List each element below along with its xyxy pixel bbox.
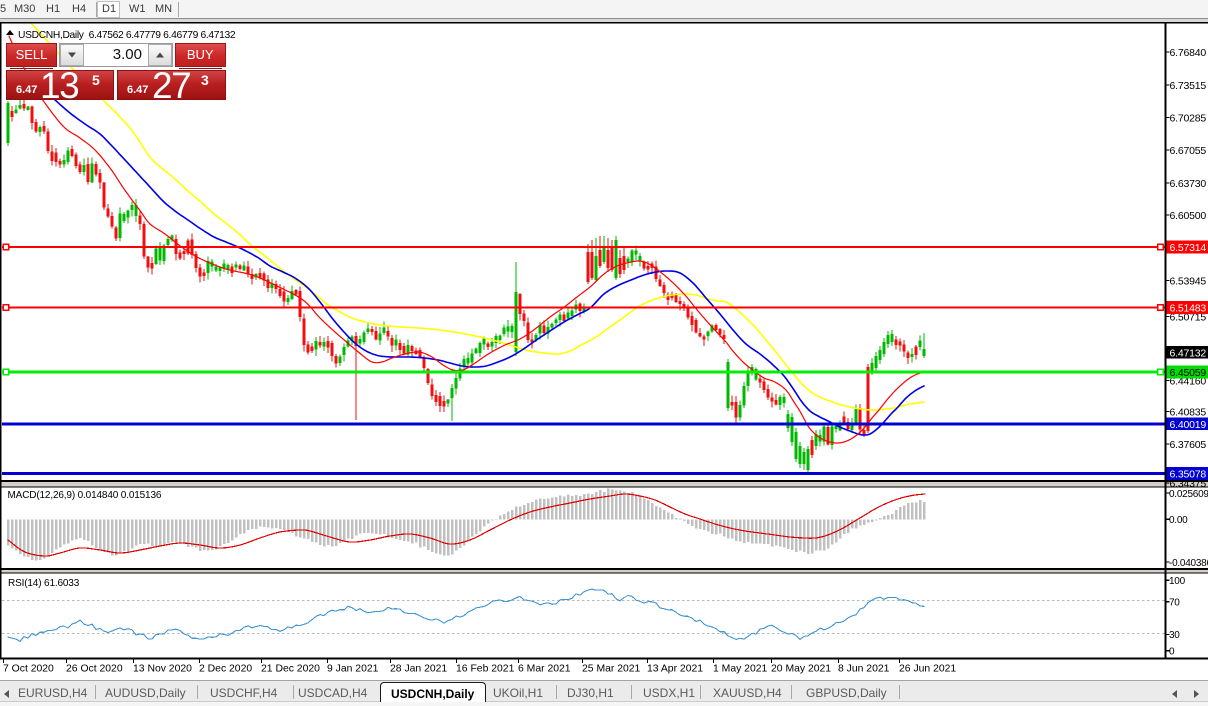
svg-text:0.00: 0.00 <box>1169 515 1188 526</box>
svg-text:6.73515: 6.73515 <box>1170 80 1207 92</box>
svg-text:6.70285: 6.70285 <box>1170 112 1207 124</box>
svg-text:6.76840: 6.76840 <box>1170 47 1207 59</box>
svg-text:13 Apr 2021: 13 Apr 2021 <box>647 664 703 675</box>
svg-text:6.34375: 6.34375 <box>1170 478 1207 490</box>
svg-text:30: 30 <box>1169 630 1180 641</box>
svg-text:20 May 2021: 20 May 2021 <box>771 664 831 675</box>
svg-text:6 Mar 2021: 6 Mar 2021 <box>518 664 571 675</box>
svg-text:9 Jan 2021: 9 Jan 2021 <box>327 664 379 675</box>
svg-text:26 Jun 2021: 26 Jun 2021 <box>899 664 956 675</box>
svg-text:6.57314: 6.57314 <box>1170 242 1207 254</box>
svg-text:6.63730: 6.63730 <box>1170 178 1207 190</box>
svg-text:6.51483: 6.51483 <box>1170 303 1207 315</box>
svg-text:RSI(14) 61.6033: RSI(14) 61.6033 <box>8 578 80 589</box>
svg-text:8 Jun 2021: 8 Jun 2021 <box>838 664 890 675</box>
svg-text:2 Dec 2020: 2 Dec 2020 <box>199 664 252 675</box>
svg-text:6.45059: 6.45059 <box>1170 367 1207 379</box>
svg-text:6.47132: 6.47132 <box>1170 347 1207 359</box>
svg-text:6.67055: 6.67055 <box>1170 145 1207 157</box>
svg-text:0: 0 <box>1169 647 1175 658</box>
svg-text:13 Nov 2020: 13 Nov 2020 <box>133 664 192 675</box>
svg-text:6.60500: 6.60500 <box>1170 210 1207 222</box>
svg-text:6.35078: 6.35078 <box>1170 468 1207 480</box>
svg-text:25 Mar 2021: 25 Mar 2021 <box>582 664 641 675</box>
svg-text:28 Jan 2021: 28 Jan 2021 <box>390 664 447 675</box>
svg-text:6.40835: 6.40835 <box>1170 406 1207 418</box>
svg-text:21 Dec 2020: 21 Dec 2020 <box>261 664 320 675</box>
svg-text:0.025609: 0.025609 <box>1169 489 1208 500</box>
svg-text:26 Oct 2020: 26 Oct 2020 <box>66 664 123 675</box>
svg-text:6.53945: 6.53945 <box>1170 275 1207 287</box>
svg-text:100: 100 <box>1169 576 1186 587</box>
svg-text:-0.040386: -0.040386 <box>1169 558 1208 569</box>
svg-text:6.40019: 6.40019 <box>1170 419 1207 431</box>
svg-text:MACD(12,26,9) 0.014840 0.01513: MACD(12,26,9) 0.014840 0.015136 <box>8 490 162 501</box>
svg-text:6.50715: 6.50715 <box>1170 311 1207 323</box>
svg-text:70: 70 <box>1169 598 1180 609</box>
svg-text:1 May 2021: 1 May 2021 <box>713 664 768 675</box>
svg-text:16 Feb 2021: 16 Feb 2021 <box>456 664 515 675</box>
svg-text:6.37605: 6.37605 <box>1170 439 1207 451</box>
svg-text:7 Oct 2020: 7 Oct 2020 <box>3 664 54 675</box>
